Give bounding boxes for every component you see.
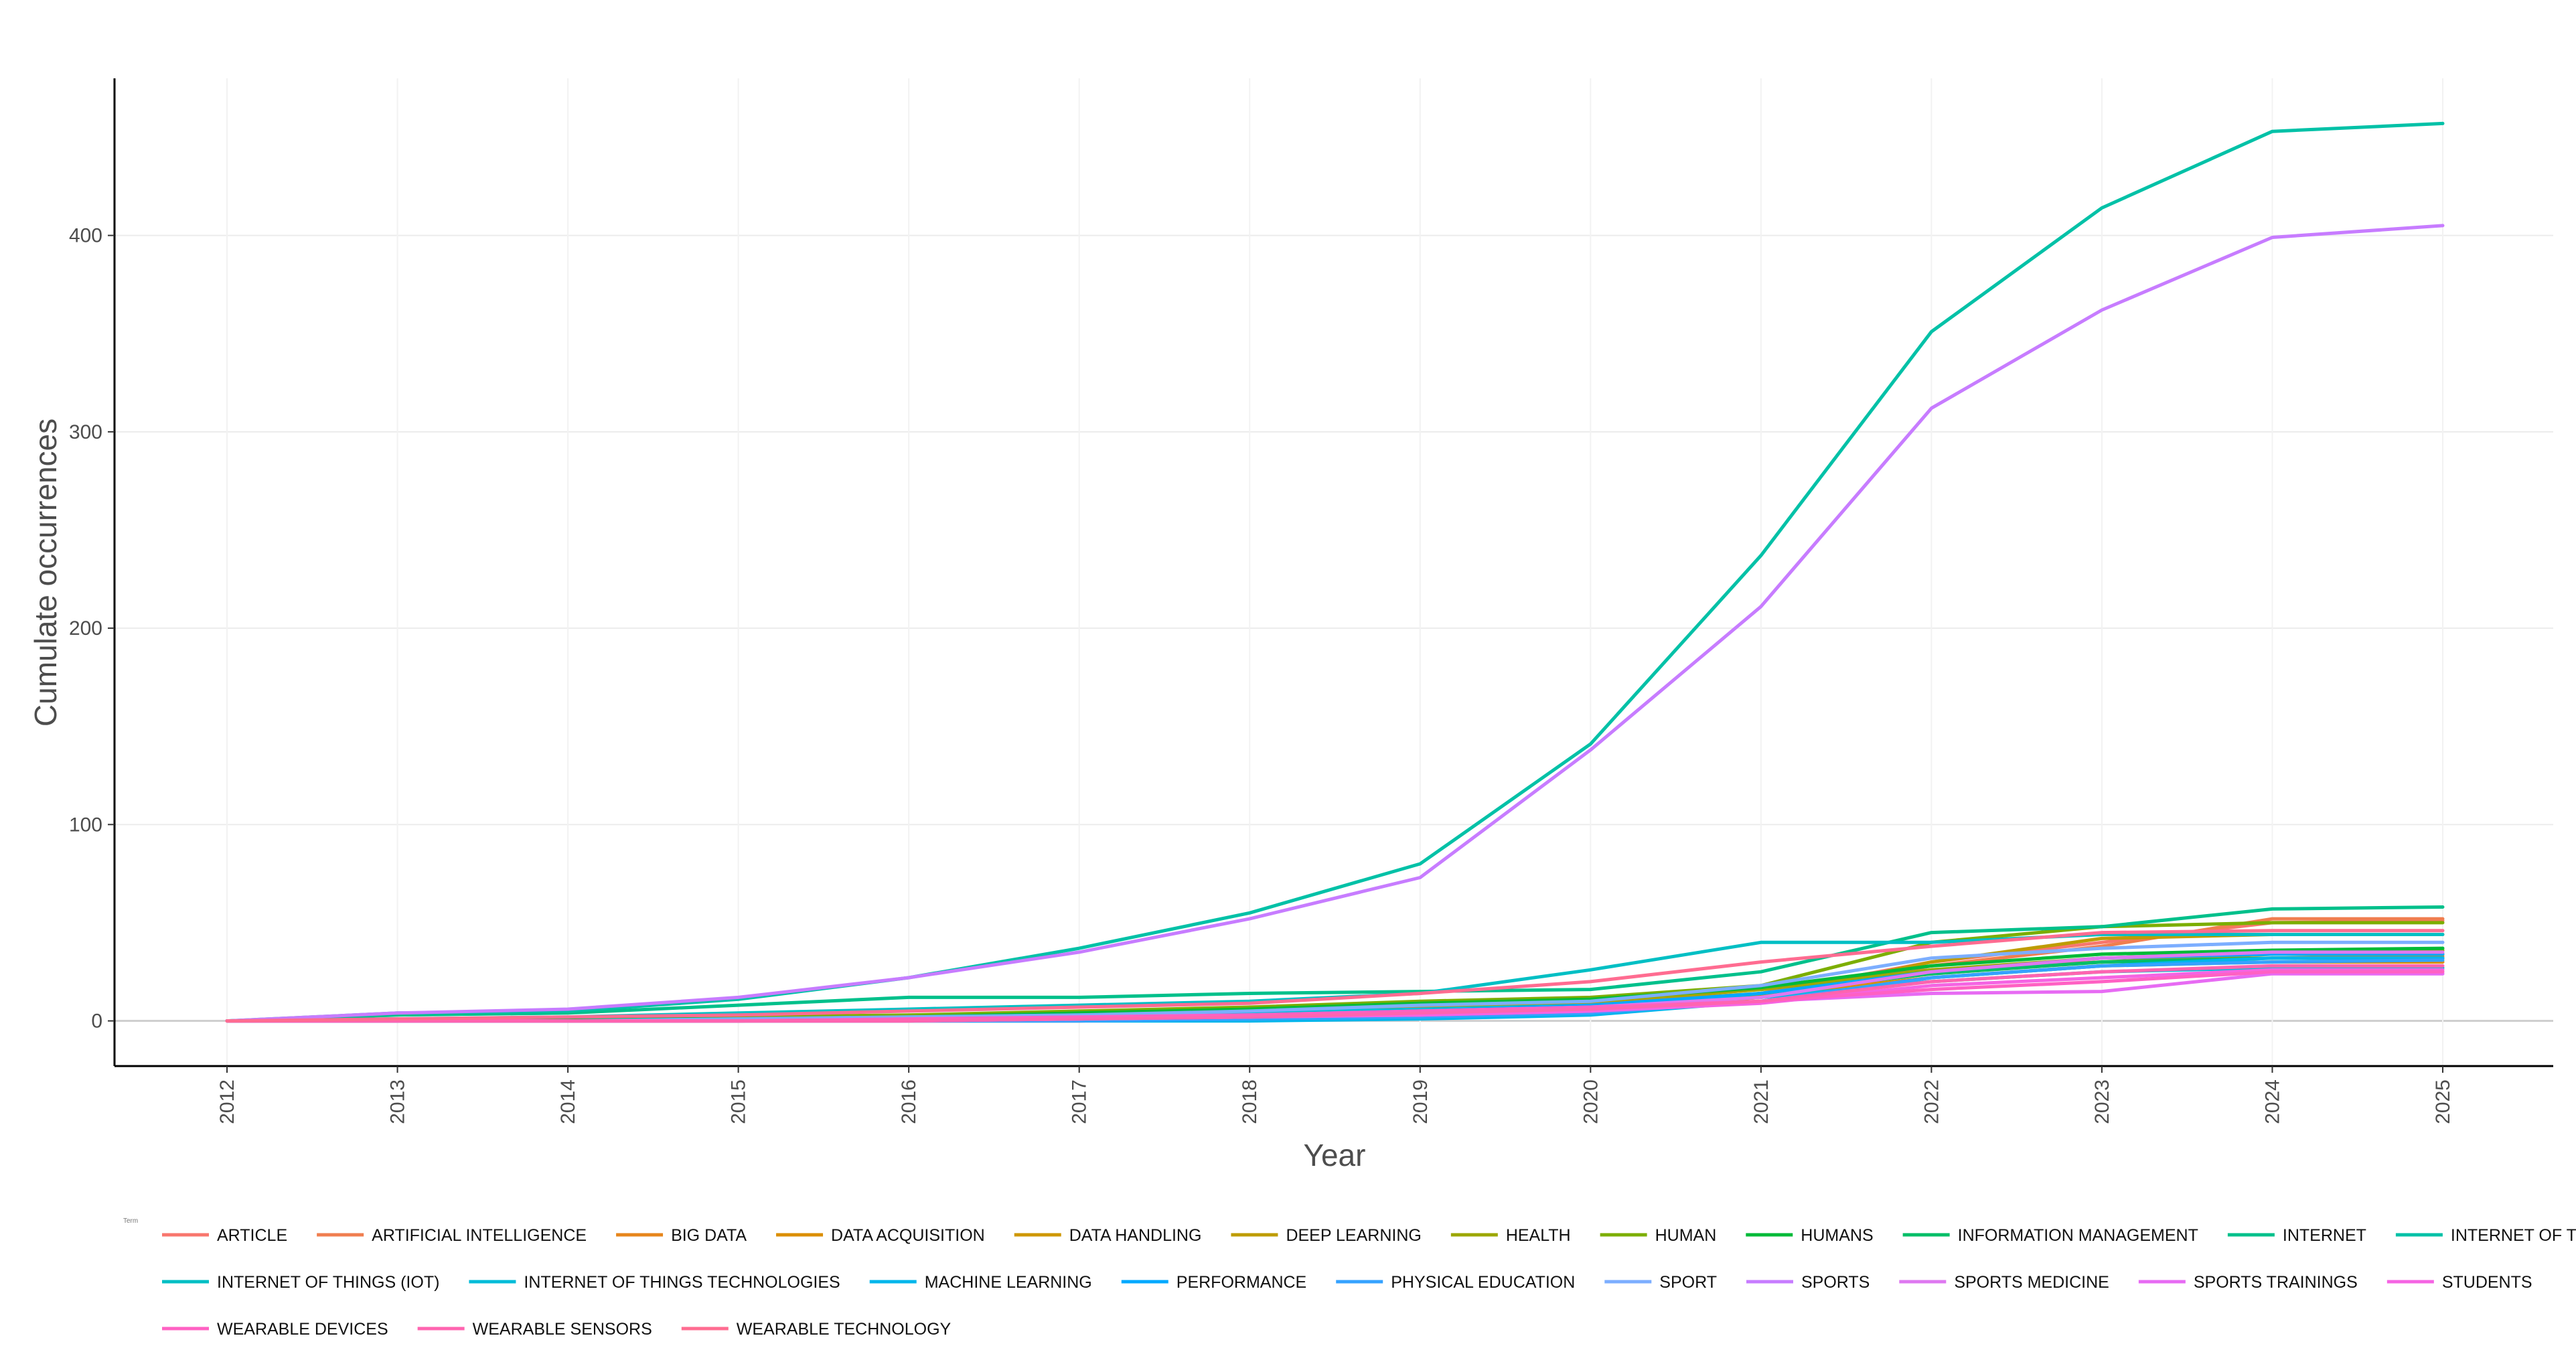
x-tick-label: 2015 bbox=[728, 1079, 750, 1124]
legend-item: ARTIFICIAL INTELLIGENCE bbox=[317, 1226, 587, 1245]
legend-label: DATA ACQUISITION bbox=[831, 1226, 985, 1245]
axes bbox=[113, 78, 2553, 1067]
legend-label: WEARABLE SENSORS bbox=[473, 1320, 652, 1339]
x-tick-label: 2025 bbox=[2432, 1079, 2454, 1124]
legend-label: SPORTS TRAININGS bbox=[2194, 1273, 2358, 1292]
legend-item: SPORTS MEDICINE bbox=[1899, 1273, 2109, 1292]
legend-item: STUDENTS bbox=[2386, 1273, 2532, 1292]
y-tick-label: 200 bbox=[69, 617, 102, 640]
legend-item: MACHINE LEARNING bbox=[869, 1273, 1092, 1292]
x-tick-label: 2021 bbox=[1750, 1079, 1772, 1124]
y-ticks: 0 100 200 300 400 bbox=[69, 225, 115, 1033]
legend-label: INTERNET OF THINGS TECHNOLOGIES bbox=[524, 1273, 840, 1292]
legend-title: Term bbox=[123, 1217, 138, 1225]
y-tick-label: 300 bbox=[69, 421, 102, 443]
x-tick-label: 2013 bbox=[387, 1079, 409, 1124]
x-tick-label: 2022 bbox=[1920, 1079, 1943, 1124]
legend-item: WEARABLE DEVICES bbox=[162, 1320, 388, 1339]
legend-label: STUDENTS bbox=[2442, 1273, 2532, 1292]
grid-lines bbox=[115, 78, 2553, 1066]
legend-item: HEALTH bbox=[1450, 1226, 1571, 1245]
legend-item: WEARABLE SENSORS bbox=[417, 1320, 652, 1339]
legend-item: INTERNET OF THINGS bbox=[2395, 1226, 2576, 1245]
x-tick-label: 2014 bbox=[557, 1079, 579, 1124]
x-tick-label: 2019 bbox=[1410, 1079, 1432, 1124]
legend-label: INFORMATION MANAGEMENT bbox=[1958, 1226, 2198, 1245]
series-line bbox=[225, 121, 2445, 1023]
legend-item: PERFORMANCE bbox=[1121, 1273, 1306, 1292]
legend-label: MACHINE LEARNING bbox=[925, 1273, 1092, 1292]
series-lines bbox=[225, 121, 2445, 1023]
legend-label: WEARABLE DEVICES bbox=[217, 1320, 388, 1339]
legend-label: HEALTH bbox=[1506, 1226, 1571, 1245]
legend-item: ARTICLE bbox=[162, 1226, 287, 1245]
legend-label: INTERNET OF THINGS (IOT) bbox=[217, 1273, 439, 1292]
legend: ARTICLE ARTIFICIAL INTELLIGENCE BIG DATA DA… bbox=[162, 1226, 2576, 1339]
legend-label: ARTICLE bbox=[217, 1226, 287, 1245]
legend-item: SPORTS TRAININGS bbox=[2138, 1273, 2358, 1292]
y-axis-title: Cumulate occurrences bbox=[28, 419, 63, 727]
legend-item: INTERNET OF THINGS (IOT) bbox=[162, 1273, 439, 1292]
legend-label: INTERNET bbox=[2283, 1226, 2366, 1245]
legend-item: WEARABLE TECHNOLOGY bbox=[681, 1320, 952, 1339]
x-tick-label: 2012 bbox=[216, 1079, 238, 1124]
series-line bbox=[225, 929, 2445, 1023]
legend-item: DEEP LEARNING bbox=[1231, 1226, 1422, 1245]
x-ticks: 2012 2013 2014 2015 2016 2017 2018 2019 2020 2021… bbox=[216, 1066, 2454, 1124]
legend-item: HUMAN bbox=[1600, 1226, 1717, 1245]
legend-label: ARTIFICIAL INTELLIGENCE bbox=[372, 1226, 587, 1245]
legend-item: BIG DATA bbox=[616, 1226, 747, 1245]
legend-item: INFORMATION MANAGEMENT bbox=[1902, 1226, 2198, 1245]
legend-item: SPORTS bbox=[1746, 1273, 1870, 1292]
x-tick-label: 2016 bbox=[898, 1079, 920, 1124]
y-tick-label: 100 bbox=[69, 814, 102, 836]
legend-label: SPORTS MEDICINE bbox=[1954, 1273, 2109, 1292]
legend-label: DATA HANDLING bbox=[1069, 1226, 1202, 1245]
legend-label: HUMAN bbox=[1655, 1226, 1717, 1245]
x-tick-label: 2024 bbox=[2261, 1079, 2283, 1124]
legend-label: INTERNET OF THINGS bbox=[2451, 1226, 2576, 1245]
series-line bbox=[225, 964, 2445, 1023]
x-tick-label: 2020 bbox=[1580, 1079, 1602, 1124]
x-tick-label: 2023 bbox=[2091, 1079, 2113, 1124]
legend-item: HUMANS bbox=[1746, 1226, 1874, 1245]
legend-item: DATA ACQUISITION bbox=[776, 1226, 985, 1245]
legend-label: HUMANS bbox=[1801, 1226, 1873, 1245]
legend-item: PHYSICAL EDUCATION bbox=[1336, 1273, 1575, 1292]
series-line bbox=[225, 905, 2445, 1023]
legend-label: BIG DATA bbox=[671, 1226, 747, 1245]
x-tick-label: 2017 bbox=[1069, 1079, 1091, 1124]
legend-label: DEEP LEARNING bbox=[1286, 1226, 1421, 1245]
legend-item: DATA HANDLING bbox=[1014, 1226, 1202, 1245]
legend-item: INTERNET OF THINGS TECHNOLOGIES bbox=[469, 1273, 840, 1292]
y-tick-label: 0 bbox=[91, 1010, 102, 1033]
legend-label: PHYSICAL EDUCATION bbox=[1391, 1273, 1575, 1292]
legend-label: SPORT bbox=[1659, 1273, 1717, 1292]
y-tick-label: 400 bbox=[69, 225, 102, 247]
legend-label: SPORTS bbox=[1801, 1273, 1870, 1292]
x-axis-title: Year bbox=[1304, 1138, 1366, 1173]
legend-item: SPORT bbox=[1604, 1273, 1717, 1292]
legend-label: WEARABLE TECHNOLOGY bbox=[737, 1320, 952, 1339]
x-tick-label: 2018 bbox=[1239, 1079, 1261, 1124]
series-line bbox=[225, 224, 2445, 1023]
legend-label: PERFORMANCE bbox=[1177, 1273, 1306, 1292]
legend-item: INTERNET bbox=[2227, 1226, 2366, 1245]
